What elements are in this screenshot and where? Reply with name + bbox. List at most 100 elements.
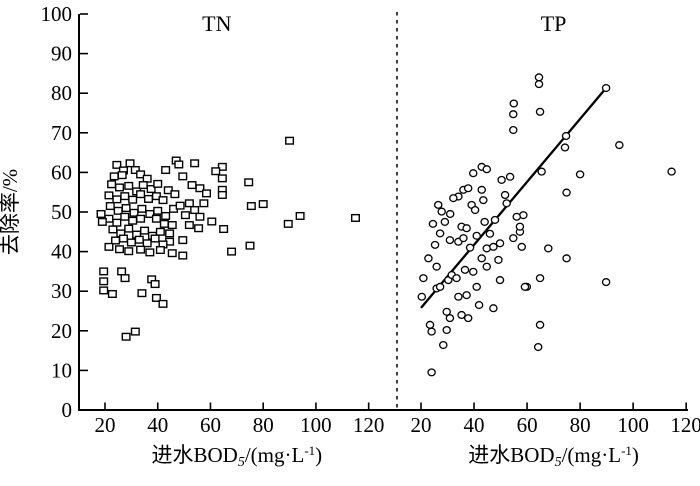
- tp-data-point: [463, 184, 473, 193]
- tp-data-point: [562, 254, 571, 263]
- tn-data-point: [350, 213, 360, 222]
- tp-data-point: [439, 341, 448, 350]
- tn-data-point: [161, 166, 171, 175]
- tp-data-point: [537, 167, 546, 176]
- tp-data-point: [425, 320, 435, 329]
- tn-data-point: [99, 277, 109, 286]
- tp-data-point: [449, 194, 458, 203]
- tn-data-point: [194, 224, 204, 233]
- tn-data-point: [153, 179, 163, 188]
- tp-data-point: [505, 172, 515, 181]
- x-tick-label: 80: [253, 413, 274, 437]
- tp-data-point: [482, 165, 492, 174]
- tn-data-point: [151, 293, 161, 302]
- tp-data-point: [477, 254, 486, 263]
- tp-data-point: [562, 188, 571, 197]
- tn-data-point: [117, 267, 127, 276]
- tn-data-point: [153, 206, 163, 215]
- x-axis-title: 进水BOD5/(mg·L-1): [468, 443, 639, 470]
- x-tick-label: 20: [95, 413, 116, 437]
- panel-title-tn: TN: [202, 11, 231, 36]
- x-tick-label: 60: [517, 413, 538, 437]
- tn-data-point: [136, 190, 146, 199]
- tn-data-point: [112, 160, 122, 169]
- tp-data-point: [463, 314, 473, 323]
- tp-data-point: [454, 292, 463, 301]
- tp-data-point: [427, 368, 436, 377]
- tn-data-point: [145, 248, 155, 257]
- y-tick-label: 10: [51, 358, 72, 382]
- tp-data-point: [442, 307, 451, 316]
- tn-data-point: [244, 178, 254, 187]
- tn-data-point: [107, 289, 117, 298]
- tp-data-point: [561, 131, 571, 141]
- tn-data-point: [174, 160, 184, 169]
- y-tick-label: 90: [51, 42, 72, 66]
- y-tick-label: 40: [51, 240, 72, 264]
- tn-data-point: [170, 190, 180, 199]
- tn-data-point: [184, 221, 194, 230]
- tp-data-point: [433, 200, 443, 209]
- tn-data-point: [96, 209, 106, 218]
- tp-data-point: [468, 267, 478, 276]
- x-axis-title: 进水BOD5/(mg·L-1): [151, 443, 322, 470]
- y-tick-label: 80: [51, 81, 72, 105]
- tn-data-point: [161, 211, 171, 220]
- x-tick-label: 100: [617, 413, 649, 437]
- tp-data-point: [472, 231, 481, 240]
- tp-data-point: [435, 282, 445, 291]
- tn-data-point: [142, 239, 152, 248]
- tn-data-point: [187, 181, 197, 190]
- tp-data-point: [509, 125, 518, 135]
- tn-data-point: [136, 214, 146, 223]
- tn-data-point: [97, 217, 107, 226]
- tn-data-point: [283, 219, 293, 228]
- tp-data-point: [460, 265, 470, 274]
- tn-data-point: [126, 238, 136, 247]
- tn-data-point: [175, 201, 185, 210]
- tp-data-point: [419, 274, 428, 283]
- tn-data-point: [124, 181, 134, 190]
- tn-data-point: [155, 227, 165, 236]
- tp-data-point: [495, 276, 505, 285]
- tn-data-point: [120, 212, 130, 221]
- tn-data-point: [178, 251, 188, 260]
- tn-data-point: [121, 332, 131, 341]
- tn-data-point: [195, 184, 205, 193]
- tp-data-point: [489, 304, 498, 313]
- tn-data-point: [124, 247, 134, 256]
- x-tick-label: 120: [670, 413, 700, 437]
- tn-data-point: [130, 166, 140, 175]
- tp-data-point: [544, 244, 553, 253]
- tn-data-point: [104, 242, 114, 251]
- x-tick-label: 60: [200, 413, 221, 437]
- y-axis-title: 去除率/%: [0, 169, 22, 255]
- tp-data-point: [497, 175, 506, 184]
- tp-data-point: [535, 274, 545, 283]
- tn-data-point: [138, 181, 148, 190]
- tp-data-point: [575, 170, 585, 179]
- tp-data-point: [560, 143, 570, 152]
- tp-data-point: [495, 239, 505, 248]
- tp-data-point: [479, 196, 488, 205]
- tp-data-point: [462, 224, 471, 233]
- tn-data-point: [115, 245, 125, 254]
- tn-data-point: [155, 246, 165, 255]
- tn-data-point: [115, 183, 125, 192]
- tn-data-point: [178, 172, 188, 181]
- x-tick-label: 40: [464, 413, 485, 437]
- tp-data-point: [480, 217, 489, 226]
- tn-data-point: [158, 299, 168, 308]
- panel-title-tp: TP: [541, 11, 567, 36]
- tp-data-point: [435, 229, 445, 238]
- y-tick-label: 70: [51, 121, 72, 145]
- tp-data-point: [601, 84, 611, 93]
- tn-data-point: [121, 204, 131, 213]
- tp-data-point: [424, 254, 433, 263]
- tn-data-point: [136, 245, 146, 254]
- tp-data-point: [485, 229, 495, 238]
- tp-data-point: [509, 110, 518, 119]
- tp-data-point: [535, 320, 545, 329]
- tp-data-point: [601, 278, 611, 287]
- tp-data-point: [437, 207, 446, 216]
